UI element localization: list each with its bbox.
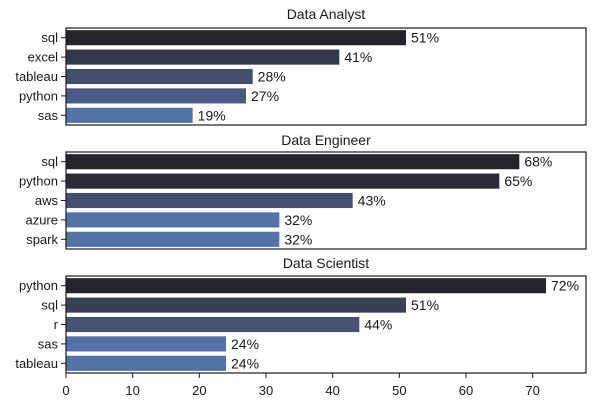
x-tick-label: 30 bbox=[259, 383, 273, 398]
bar bbox=[66, 30, 406, 46]
bar bbox=[66, 297, 406, 313]
bar bbox=[66, 355, 226, 371]
bar bbox=[66, 316, 360, 333]
data-label: 24% bbox=[231, 355, 259, 371]
category-label: sql bbox=[41, 298, 58, 313]
category-label: tableau bbox=[15, 69, 58, 84]
chart-title: Data Analyst bbox=[287, 6, 366, 22]
category-label: sas bbox=[38, 336, 59, 351]
x-tick-label: 10 bbox=[125, 383, 139, 398]
data-label: 27% bbox=[251, 88, 279, 104]
bar bbox=[66, 173, 500, 189]
category-label: python bbox=[19, 278, 58, 293]
data-label: 72% bbox=[551, 278, 579, 294]
data-label: 28% bbox=[258, 69, 286, 85]
data-label: 44% bbox=[364, 317, 392, 333]
bar bbox=[66, 68, 253, 85]
plot-frame bbox=[65, 275, 587, 374]
data-label: 51% bbox=[411, 30, 439, 46]
category-label: tableau bbox=[15, 356, 58, 371]
category-label: sql bbox=[41, 30, 58, 45]
plot-frame bbox=[65, 151, 587, 250]
category-label: r bbox=[54, 317, 59, 332]
bar bbox=[66, 278, 546, 294]
x-tick-label: 60 bbox=[459, 383, 473, 398]
data-label: 32% bbox=[284, 231, 312, 247]
category-label: python bbox=[19, 174, 58, 189]
data-label: 68% bbox=[524, 154, 552, 170]
data-label: 65% bbox=[504, 173, 532, 189]
category-label: aws bbox=[35, 193, 59, 208]
data-label: 24% bbox=[231, 336, 259, 352]
data-label: 43% bbox=[358, 193, 386, 209]
data-label: 19% bbox=[198, 107, 226, 123]
category-label: sql bbox=[41, 154, 58, 169]
plot-frame bbox=[65, 27, 587, 126]
data-label: 51% bbox=[411, 297, 439, 313]
bar bbox=[66, 107, 193, 123]
bar bbox=[66, 88, 246, 104]
x-tick-label: 0 bbox=[62, 383, 69, 398]
bar bbox=[66, 231, 280, 247]
bar bbox=[66, 154, 520, 170]
bar bbox=[66, 49, 340, 65]
category-label: spark bbox=[26, 232, 58, 247]
category-label: python bbox=[19, 88, 58, 103]
category-label: azure bbox=[25, 212, 58, 227]
data-label: 41% bbox=[344, 49, 372, 65]
chart-title: Data Engineer bbox=[281, 132, 371, 148]
x-tick-label: 20 bbox=[192, 383, 206, 398]
category-label: excel bbox=[28, 50, 58, 65]
data-label: 32% bbox=[284, 212, 312, 228]
chart-title: Data Scientist bbox=[283, 255, 369, 271]
x-tick-label: 40 bbox=[325, 383, 339, 398]
bar bbox=[66, 336, 226, 352]
bar bbox=[66, 212, 280, 228]
bar bbox=[66, 192, 353, 209]
category-label: sas bbox=[38, 108, 59, 123]
x-tick-label: 70 bbox=[525, 383, 539, 398]
x-tick-label: 50 bbox=[392, 383, 406, 398]
